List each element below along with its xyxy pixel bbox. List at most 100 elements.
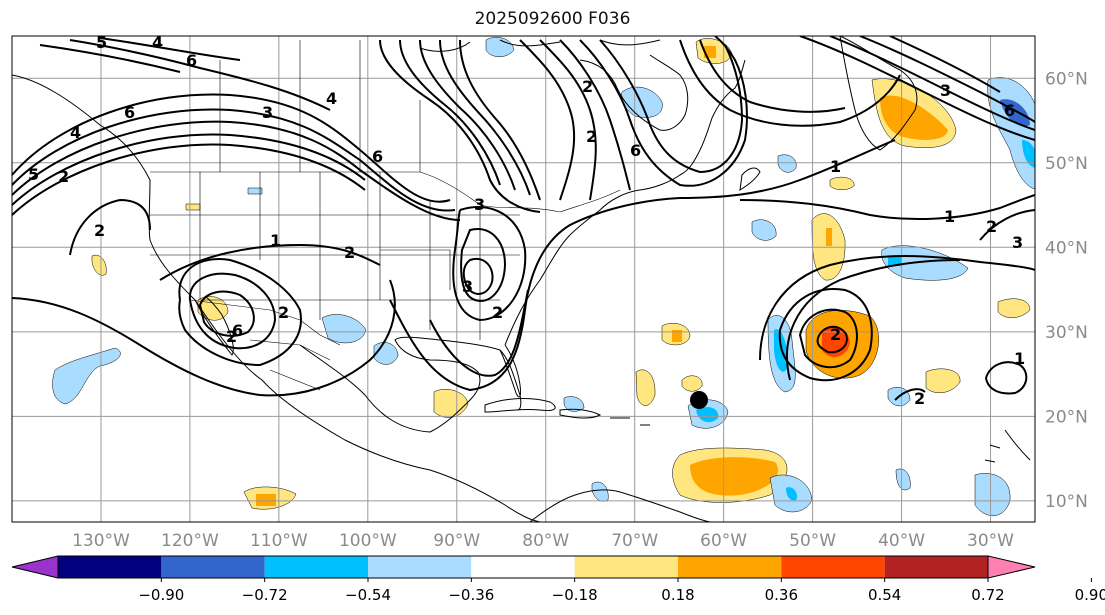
- contour-label: 1: [944, 207, 955, 226]
- anomaly-orange-tropics: [690, 457, 779, 496]
- colorbar-tick-label: −0.18: [552, 586, 598, 604]
- colorbar-tick-label: −0.36: [448, 586, 494, 604]
- contour-label: 2: [278, 303, 289, 322]
- anomaly-yellow-w3: [185, 203, 201, 211]
- contour-label: 2: [586, 127, 597, 146]
- anomaly-lightblue-carib: [563, 396, 585, 412]
- contour-labels: 5 4 6 6 5 4 2 3 4 6 2 1 2 2 2 2 3 3 2 2 …: [28, 33, 1025, 408]
- contour-label: 3: [462, 277, 473, 296]
- contour-label: 2: [830, 325, 841, 344]
- longitude-label: 80°W: [522, 531, 569, 551]
- colorbar-frame: [57, 555, 989, 579]
- contour-label: 5: [28, 165, 39, 184]
- colorbar-tick-label: −0.54: [345, 586, 391, 604]
- anomaly-orange-north: [880, 95, 948, 140]
- colorbar-segment: [574, 556, 678, 578]
- latitude-label: 10°N: [1045, 492, 1088, 512]
- contour-label: 3: [940, 81, 951, 100]
- longitude-label: 90°W: [433, 531, 480, 551]
- longitude-label: 110°W: [250, 531, 308, 551]
- contour-label: 6: [232, 321, 243, 340]
- contour-label: 2: [344, 243, 355, 262]
- longitude-label: 100°W: [339, 531, 397, 551]
- contour-label: 6: [1004, 101, 1015, 120]
- contour-label: 1: [830, 157, 841, 176]
- map-frame: [11, 35, 1036, 523]
- anomaly-yellow-a2: [635, 369, 656, 406]
- contour-label: 6: [124, 103, 135, 122]
- contour-label: 3: [1012, 233, 1023, 252]
- latitude-label: 50°N: [1045, 154, 1088, 174]
- anomaly-cyan-ne: [1022, 140, 1035, 168]
- colorbar-segment: [161, 556, 265, 578]
- colorbar-tick-label: −0.72: [242, 586, 288, 604]
- latitude-label: 40°N: [1045, 238, 1088, 258]
- contour-label: 6: [186, 51, 197, 70]
- colorbar-segment: [58, 556, 162, 578]
- anomaly-yellow-a3: [681, 375, 703, 392]
- colorbar: [11, 555, 1036, 579]
- colorbar-segment: [368, 556, 472, 578]
- height-contours: [12, 36, 1035, 401]
- contour-label: 4: [326, 89, 337, 108]
- storm-center-marker: [690, 391, 708, 409]
- contour-label: 2: [492, 303, 503, 322]
- anomaly-lightblue-gulf1: [321, 314, 367, 344]
- contour-label: 2: [226, 327, 237, 346]
- coastlines: [12, 36, 1031, 522]
- contour-label: 2: [94, 221, 105, 240]
- anomaly-lightblue-ne: [987, 77, 1035, 190]
- contour-label: 1: [1014, 349, 1025, 368]
- colorbar-segment: [781, 556, 885, 578]
- anomaly-orange-a1: [672, 330, 682, 342]
- colorbar-extend-low: [11, 555, 59, 579]
- anomaly-lightblue-a11: [777, 154, 797, 173]
- anomaly-yellow-a4: [925, 368, 961, 394]
- contour-label: 4: [152, 33, 163, 52]
- anomaly-lightblue-n2: [485, 37, 515, 57]
- anomaly-yellow-a12: [829, 176, 855, 190]
- anomaly-lightblue-pacific: [52, 347, 121, 405]
- longitude-label: 60°W: [700, 531, 747, 551]
- colorbar-segment: [471, 556, 575, 578]
- longitude-labels: 130°W 120°W 110°W 100°W 90°W 80°W 70°W 60°W 50°W…: [72, 531, 1014, 551]
- colorbar-segment: [678, 556, 782, 578]
- colorbar-tick-label: 0.54: [868, 586, 901, 604]
- graticule: [12, 36, 1035, 522]
- contour-label: 5: [96, 33, 107, 52]
- latitude-label: 20°N: [1045, 407, 1088, 427]
- contour-label: 3: [474, 195, 485, 214]
- anomaly-orange-small1: [826, 228, 832, 246]
- colorbar-segment: [264, 556, 368, 578]
- longitude-label: 70°W: [611, 531, 658, 551]
- contour-label: 4: [70, 123, 81, 142]
- anomaly-yellow-a6: [997, 298, 1031, 318]
- anomaly-cyan-se: [786, 487, 798, 501]
- colorbar-tick-label: 0.72: [971, 586, 1004, 604]
- contour-label: 3: [262, 103, 273, 122]
- latitude-label: 30°N: [1045, 323, 1088, 343]
- latitude-labels: 10°N 20°N 30°N 40°N 50°N 60°N: [1045, 69, 1088, 512]
- longitude-label: 40°W: [878, 531, 925, 551]
- longitude-label: 50°W: [789, 531, 836, 551]
- contour-label: 2: [58, 167, 69, 186]
- anomaly-yellow-w1: [91, 254, 107, 276]
- anomaly-lightblue-carib2: [591, 481, 609, 502]
- latitude-label: 60°N: [1045, 69, 1088, 89]
- colorbar-tick-label: −0.90: [138, 586, 184, 604]
- colorbar-tick-label: 0.90: [1075, 586, 1105, 604]
- anomaly-lightblue-w2: [247, 187, 263, 195]
- colorbar-extend-high: [987, 555, 1036, 579]
- anomaly-cyan-tropics: [696, 407, 719, 423]
- longitude-label: 30°W: [967, 531, 1014, 551]
- contour-label: 6: [630, 141, 641, 160]
- anomaly-lightblue-a8: [895, 468, 911, 491]
- contour-label: 2: [582, 77, 593, 96]
- longitude-label: 120°W: [161, 531, 219, 551]
- contour-label: 2: [986, 217, 997, 236]
- anomaly-orange-pacific2: [256, 494, 276, 506]
- colorbar-labels: −0.90 −0.72 −0.54 −0.36 −0.18 0.18 0.36 0.54 0.7…: [138, 578, 1105, 604]
- map-title: 2025092600 F036: [474, 9, 631, 29]
- shaded-anomalies: [52, 37, 1035, 516]
